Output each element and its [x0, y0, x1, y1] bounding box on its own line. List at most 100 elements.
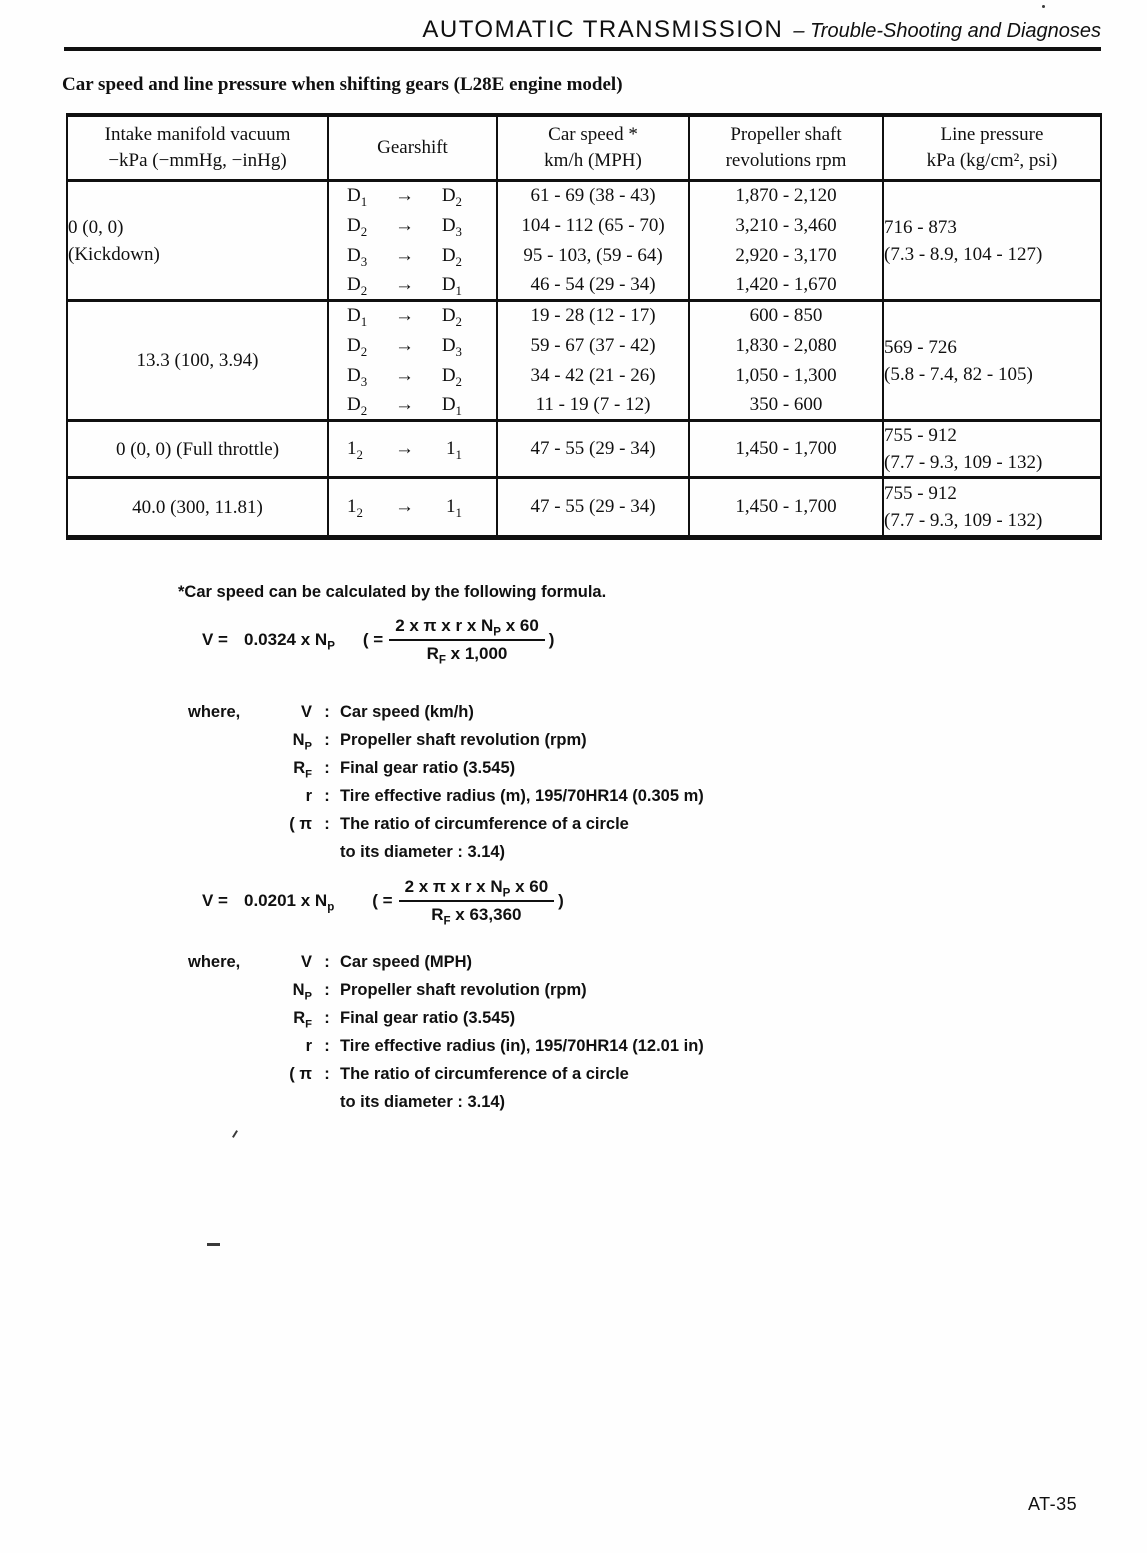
where-colon: : — [324, 1009, 330, 1027]
arrow-right-icon: → — [395, 334, 414, 356]
col-header-line-pressure: Line pressure kPa (kg/cm², psi) — [882, 115, 1101, 182]
gear-from: D3 — [347, 244, 368, 269]
gearshift-cell: D2 → D3 — [327, 210, 497, 241]
formula-close-paren: ) — [558, 891, 564, 910]
rpm-cell: 1,870 - 2,120 — [688, 180, 883, 211]
gear-from: D2 — [347, 393, 368, 418]
where-intro: where, — [188, 703, 241, 721]
car-speed-cell: 19 - 28 (12 - 17) — [496, 299, 689, 331]
where-desc: Car speed (MPH) — [340, 953, 473, 971]
where-symbol — [258, 838, 314, 866]
where-colon: : — [324, 815, 330, 833]
rpm-cell: 2,920 - 3,170 — [688, 240, 883, 271]
vacuum-cell: 40.0 (300, 11.81) — [66, 476, 328, 538]
fraction-numerator: 2 x π x r x NP x 60 — [389, 616, 545, 641]
gear-from: D1 — [347, 305, 368, 330]
car-speed-cell: 46 - 54 (29 - 34) — [496, 270, 689, 301]
gear-to: D2 — [441, 364, 462, 389]
header-rule — [64, 47, 1101, 51]
table-row: D2 → D1 11 - 19 (7 - 12) 350 - 600 — [67, 390, 1101, 421]
where-desc: to its diameter : 3.14) — [340, 1093, 506, 1111]
gear-from: 12 — [347, 438, 363, 462]
fraction-denominator: RF x 1,000 — [426, 644, 508, 667]
arrow-right-icon: → — [395, 244, 414, 266]
gearshift-cell: D3 → D2 — [327, 360, 497, 391]
where-symbol: NP — [292, 981, 312, 1003]
gear-to: D1 — [441, 273, 462, 298]
vacuum-line: 13.3 (100, 3.94) — [136, 350, 259, 371]
section-title: Car speed and line pressure when shiftin… — [62, 74, 623, 95]
gearshift-cell: D3 → D2 — [327, 240, 497, 271]
table-row: 0 (0, 0) (Kickdown) D1 → D2 61 - 69 (38 … — [66, 180, 1101, 301]
formula-coefficient: 0.0201 x Np — [244, 891, 335, 914]
pressure-line: (7.7 - 9.3, 109 - 132) — [884, 452, 1043, 473]
rpm-cell: 600 - 850 — [688, 299, 883, 331]
arrow-right-icon: → — [395, 364, 414, 386]
fraction-denominator: RF x 63,360 — [431, 905, 522, 928]
rpm-cell: 1,450 - 1,700 — [688, 419, 883, 478]
col-header-vacuum: Intake manifold vacuum −kPa (−mmHg, −inH… — [66, 115, 328, 182]
rpm-cell: 350 - 600 — [688, 390, 883, 421]
scan-artifact — [1042, 5, 1045, 8]
where-desc: Tire effective radius (m), 195/70HR14 (0… — [340, 787, 704, 805]
car-speed-cell: 47 - 55 (29 - 34) — [496, 476, 689, 538]
where-desc: Tire effective radius (in), 195/70HR14 (… — [340, 1037, 704, 1055]
rpm-cell: 1,050 - 1,300 — [688, 360, 883, 391]
pressure-line: 716 - 873 — [884, 216, 957, 238]
gear-to: D3 — [441, 334, 462, 359]
car-speed-cell: 104 - 112 (65 - 70) — [496, 210, 689, 241]
where-desc: Car speed (km/h) — [340, 703, 474, 721]
col-header-propeller: Propeller shaft revolutions rpm — [688, 115, 883, 182]
vacuum-cell: 0 (0, 0) (Full throttle) — [66, 419, 328, 478]
vacuum-line: 0 (0, 0) (Full throttle) — [115, 438, 280, 460]
table-row: 40.0 (300, 11.81) 12 → 11 47 - 55 (29 - … — [66, 476, 1101, 538]
arrow-right-icon: → — [395, 273, 414, 295]
car-speed-cell: 47 - 55 (29 - 34) — [496, 419, 689, 478]
formula-open-paren: ( = — [362, 630, 384, 649]
col-header-line: Car speed * — [548, 124, 638, 145]
rpm-cell: 1,450 - 1,700 — [688, 476, 883, 538]
gear-from: D3 — [347, 364, 368, 389]
where-colon: : — [324, 703, 330, 721]
table-row: 0 (0, 0) (Full throttle) 12 → 11 47 - 55… — [66, 419, 1101, 478]
where-colon — [314, 1088, 340, 1116]
where-colon: : — [324, 787, 330, 805]
vacuum-line: (Kickdown) — [68, 243, 160, 265]
formula-lhs: V = — [202, 891, 228, 910]
gearshift-cell: 12 → 11 — [327, 419, 497, 478]
formula-coefficient: 0.0324 x NP — [244, 630, 335, 653]
gear-to: D2 — [441, 244, 462, 269]
pressure-line: 755 - 912 — [884, 425, 957, 446]
rpm-cell: 1,420 - 1,670 — [688, 270, 883, 301]
table-row: D3 → D2 34 - 42 (21 - 26) 1,050 - 1,300 — [67, 360, 1101, 391]
where-symbol: V — [300, 703, 312, 721]
where-symbol: ( π — [289, 815, 312, 833]
where-desc: Propeller shaft revolution (rpm) — [340, 731, 587, 749]
col-header-line: Intake manifold vacuum — [104, 124, 291, 145]
formula-kmh: V = 0.0324 x NP ( = 2 x π x r x NP x 60 … — [202, 616, 554, 667]
arrow-right-icon: → — [395, 214, 414, 236]
where-symbol: RF — [293, 1009, 312, 1031]
gearshift-cell: 12 → 11 — [327, 476, 497, 538]
gear-from: D2 — [347, 334, 368, 359]
gearshift-cell: D2 → D1 — [327, 270, 497, 301]
scan-artifact — [232, 1130, 238, 1138]
arrow-right-icon: → — [395, 393, 414, 415]
pressure-line: (7.3 - 8.9, 104 - 127) — [884, 243, 1043, 265]
scan-artifact — [207, 1243, 220, 1246]
chapter-subtitle: – Trouble-Shooting and Diagnoses — [793, 20, 1101, 42]
pressure-line: (7.7 - 9.3, 109 - 132) — [884, 510, 1043, 531]
vacuum-line: 0 (0, 0) — [68, 216, 124, 238]
arrow-right-icon: → — [395, 185, 414, 207]
col-header-line: Gearshift — [377, 137, 448, 158]
where-colon — [314, 838, 340, 866]
formula-open-paren: ( = — [372, 891, 393, 910]
line-pressure-cell: 755 - 912 (7.7 - 9.3, 109 - 132) — [882, 419, 1101, 478]
formula-mph: V = 0.0201 x Np ( = 2 x π x r x NP x 60 … — [202, 877, 564, 928]
where-symbol: RF — [293, 759, 312, 781]
gear-from: D2 — [347, 214, 368, 239]
where-desc: Propeller shaft revolution (rpm) — [340, 981, 587, 999]
table-row: D2 → D3 59 - 67 (37 - 42) 1,830 - 2,080 — [67, 330, 1101, 361]
line-pressure-cell: 716 - 873 (7.3 - 8.9, 104 - 127) — [882, 180, 1101, 301]
